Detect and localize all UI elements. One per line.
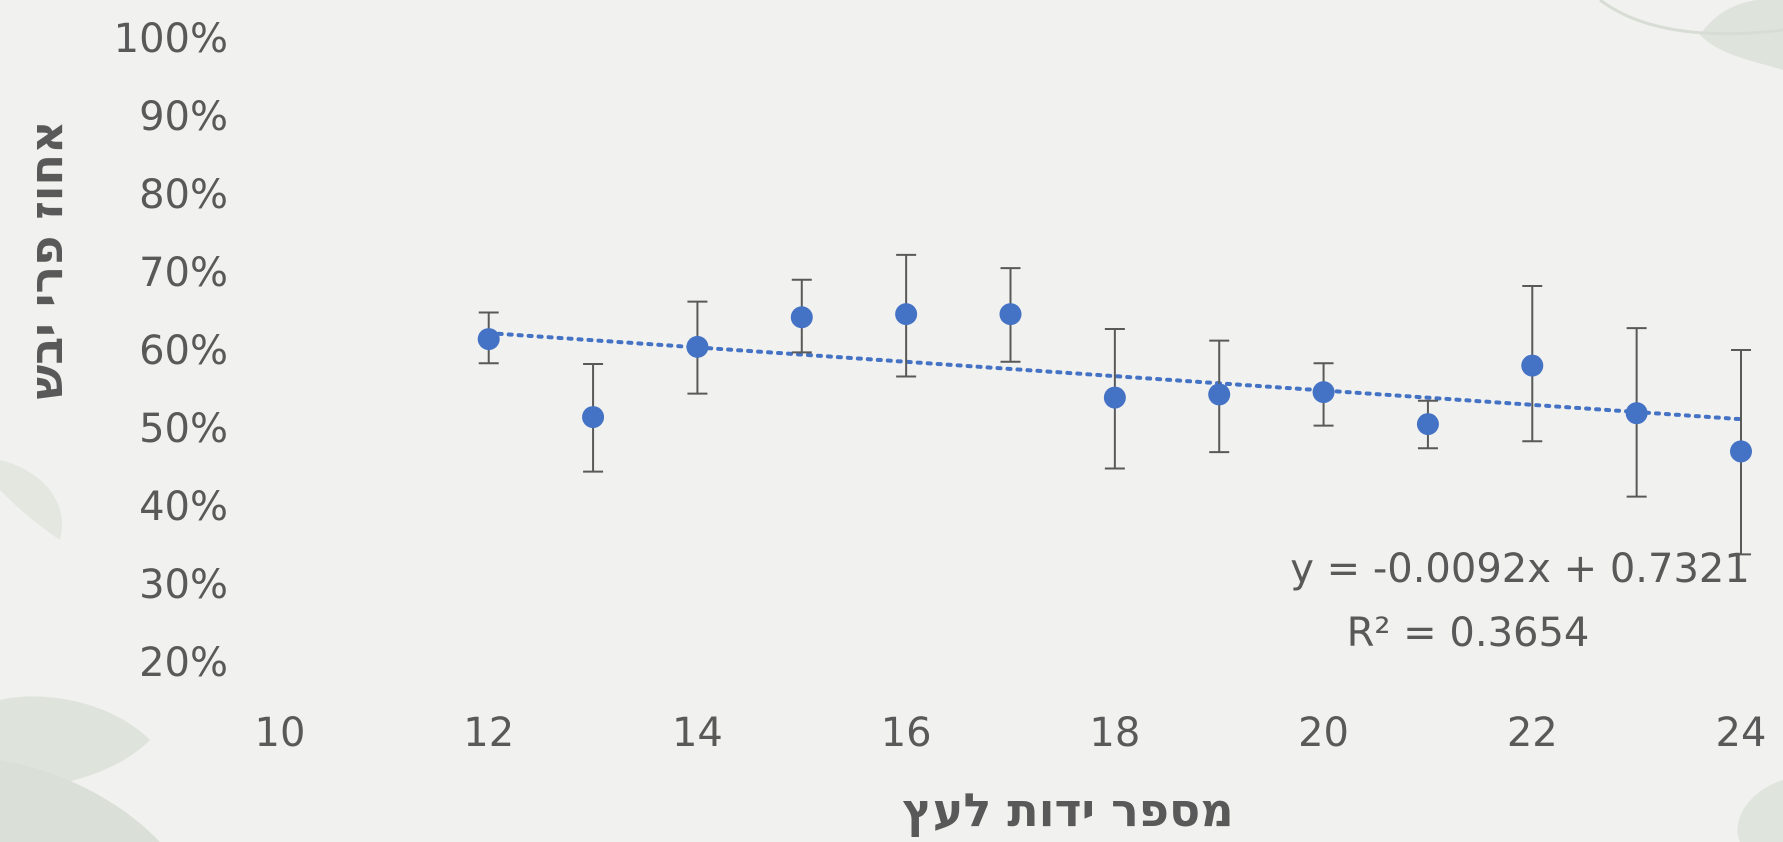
y-tick-label: 70% [139, 250, 228, 296]
trendline-equation: y = -0.0092x + 0.7321 [1290, 546, 1750, 592]
data-point [1625, 402, 1648, 425]
y-tick-label: 90% [139, 94, 228, 140]
y-tick-label: 30% [139, 562, 228, 608]
data-point [582, 406, 605, 429]
data-point [1416, 413, 1439, 436]
leaf-decoration-top-right [1599, 0, 1783, 70]
x-tick-label: 16 [881, 710, 932, 756]
data-point [1730, 440, 1752, 463]
x-tick-label: 12 [463, 710, 514, 756]
x-axis-ticks: 10 12 14 16 18 20 22 24 [255, 710, 1767, 756]
data-point [1521, 354, 1544, 377]
x-tick-label: 20 [1298, 710, 1349, 756]
x-axis-title: מספר ידות לעץ [902, 783, 1233, 837]
y-axis-title: אחוז פרי יבש [19, 120, 73, 399]
data-point [686, 335, 709, 358]
data-point [999, 303, 1022, 326]
y-tick-label: 100% [114, 16, 228, 62]
data-point [1103, 386, 1126, 409]
data-point [790, 306, 813, 329]
data-point [477, 328, 500, 351]
leaf-decoration-bottom-right [1737, 780, 1783, 842]
trendline-r-squared: R² = 0.3654 [1347, 610, 1590, 656]
y-tick-label: 80% [139, 172, 228, 218]
x-tick-label: 10 [255, 710, 306, 756]
x-tick-label: 24 [1716, 710, 1767, 756]
data-point [1312, 381, 1335, 404]
y-tick-label: 20% [139, 640, 228, 686]
data-point [895, 303, 918, 326]
y-axis-ticks: 100% 90% 80% 70% 60% 50% 40% 30% 20% [114, 16, 228, 686]
leaf-decoration-bottom-left [0, 460, 160, 842]
y-tick-label: 60% [139, 328, 228, 374]
x-tick-label: 18 [1089, 710, 1140, 756]
data-points [477, 303, 1752, 463]
y-tick-label: 40% [139, 484, 228, 530]
x-tick-label: 14 [672, 710, 723, 756]
x-tick-label: 22 [1507, 710, 1558, 756]
y-tick-label: 50% [139, 406, 228, 452]
data-point [1208, 383, 1231, 406]
